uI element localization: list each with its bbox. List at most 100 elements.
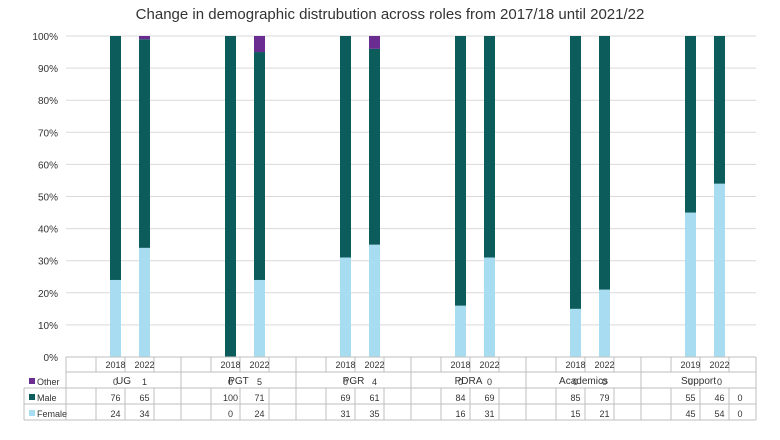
table-value: 69 xyxy=(484,393,494,403)
table-value: 79 xyxy=(599,393,609,403)
legend-swatch-female xyxy=(29,410,35,416)
year-label: 2022 xyxy=(594,360,614,370)
bar-male xyxy=(110,36,121,280)
y-tick-label: 10% xyxy=(38,321,58,332)
year-label: 2018 xyxy=(335,360,355,370)
bar-other xyxy=(254,36,265,53)
table-value: 15 xyxy=(570,409,580,419)
bar-female xyxy=(484,257,495,357)
table-value: 45 xyxy=(685,409,695,419)
legend-label-other: Other xyxy=(37,377,60,387)
bar-female xyxy=(685,212,696,357)
table-value: 0 xyxy=(343,377,348,387)
table-value: 69 xyxy=(340,393,350,403)
table-value: 71 xyxy=(254,393,264,403)
bar-male xyxy=(570,36,581,309)
table-value: 0 xyxy=(458,377,463,387)
table-value: 0 xyxy=(487,377,492,387)
legend-label-female: Female xyxy=(37,409,67,419)
table-value: 100 xyxy=(223,393,238,403)
category-label: Support xyxy=(681,376,716,387)
bar-female xyxy=(369,244,380,357)
bar-female xyxy=(254,279,265,357)
table-value: 4 xyxy=(372,377,377,387)
table-value: 54 xyxy=(714,409,724,419)
bar-male xyxy=(340,36,351,258)
table-value: 1 xyxy=(142,377,147,387)
table-value: 61 xyxy=(369,393,379,403)
bar-other xyxy=(139,36,150,40)
table-value: 84 xyxy=(455,393,465,403)
table-value: 34 xyxy=(139,409,149,419)
bar-male xyxy=(254,52,265,280)
bar-male xyxy=(599,36,610,290)
legend-swatch-other xyxy=(29,378,35,384)
legend-swatch-male xyxy=(29,394,35,400)
bar-male xyxy=(685,36,696,213)
y-tick-label: 80% xyxy=(38,96,58,107)
table-value: 31 xyxy=(340,409,350,419)
bar-male xyxy=(139,39,150,248)
y-tick-label: 70% xyxy=(38,128,58,139)
table-value: 55 xyxy=(685,393,695,403)
bar-male xyxy=(714,36,725,184)
bar-male xyxy=(225,36,236,357)
table-value: 46 xyxy=(714,393,724,403)
year-label: 2022 xyxy=(134,360,154,370)
bar-female xyxy=(599,289,610,357)
table-value: 65 xyxy=(139,393,149,403)
bar-female xyxy=(570,308,581,357)
year-label: 2022 xyxy=(249,360,269,370)
table-value: 21 xyxy=(599,409,609,419)
table-value: 85 xyxy=(570,393,580,403)
table-value: 16 xyxy=(455,409,465,419)
table-value: 24 xyxy=(110,409,120,419)
table-value: 0 xyxy=(717,377,722,387)
year-label: 2018 xyxy=(565,360,585,370)
category-label: Academics xyxy=(559,376,608,387)
bar-female xyxy=(340,257,351,357)
table-value: 76 xyxy=(110,393,120,403)
y-tick-label: 90% xyxy=(38,64,58,75)
year-label: 2022 xyxy=(364,360,384,370)
y-tick-label: 60% xyxy=(38,160,58,171)
table-value: 0 xyxy=(737,409,742,419)
category-label: PGT xyxy=(228,376,249,387)
year-label: 2018 xyxy=(105,360,125,370)
table-value: 0 xyxy=(228,377,233,387)
year-label: 2018 xyxy=(220,360,240,370)
y-tick-label: 0% xyxy=(44,353,59,364)
bar-male xyxy=(455,36,466,306)
y-tick-label: 30% xyxy=(38,257,58,268)
table-value: 0 xyxy=(688,377,693,387)
year-label: 2022 xyxy=(479,360,499,370)
bar-male xyxy=(369,48,380,245)
bar-female xyxy=(455,305,466,357)
table-value: 0 xyxy=(602,377,607,387)
table-value: 0 xyxy=(228,409,233,419)
table-value: 5 xyxy=(257,377,262,387)
bar-female xyxy=(714,183,725,357)
y-tick-label: 20% xyxy=(38,289,58,300)
category-label: PDRA xyxy=(455,376,483,387)
year-label: 2018 xyxy=(450,360,470,370)
legend-label-male: Male xyxy=(37,393,57,403)
bar-female xyxy=(139,247,150,357)
category-label: PGR xyxy=(343,376,365,387)
chart-title: Change in demographic distrubution acros… xyxy=(135,6,645,23)
y-tick-label: 50% xyxy=(38,193,58,204)
table-value: 0 xyxy=(113,377,118,387)
year-label: 2019 xyxy=(680,360,700,370)
bar-male xyxy=(484,36,495,258)
bar-other xyxy=(369,36,380,49)
table-value: 24 xyxy=(254,409,264,419)
table-value: 0 xyxy=(573,377,578,387)
bar-female xyxy=(110,279,121,357)
y-tick-label: 40% xyxy=(38,225,58,236)
category-label: UG xyxy=(116,376,131,387)
y-tick-label: 100% xyxy=(32,32,58,43)
year-label: 2022 xyxy=(709,360,729,370)
table-value: 31 xyxy=(484,409,494,419)
table-value: 35 xyxy=(369,409,379,419)
